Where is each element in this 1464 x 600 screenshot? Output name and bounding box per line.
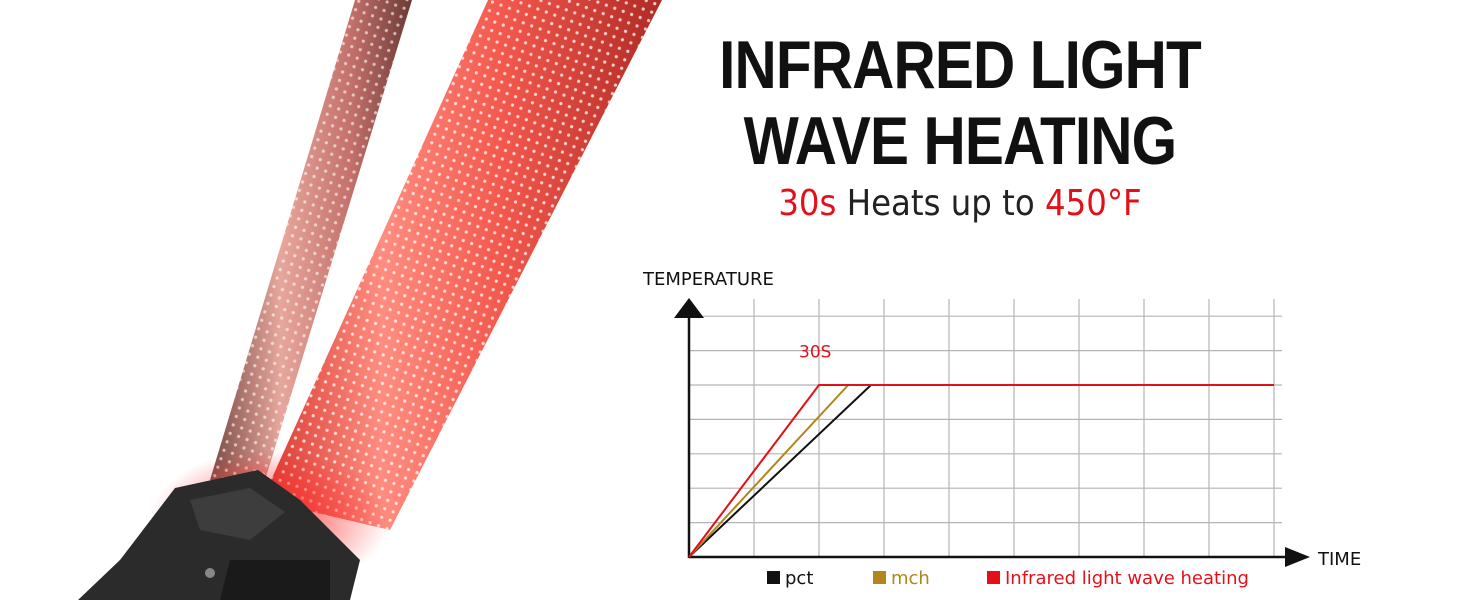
- legend-label: pct: [785, 568, 813, 589]
- chart-grid: [689, 299, 1282, 557]
- y-axis-arrow: [674, 298, 704, 318]
- headline-line-1: INFRARED LIGHT: [719, 27, 1202, 103]
- x-axis-label: TIME: [1317, 549, 1361, 570]
- x-axis-arrow: [1285, 547, 1310, 567]
- headline-line-2: WAVE HEATING: [743, 103, 1177, 179]
- subtitle: 30s Heats up to 450°F: [672, 180, 1248, 228]
- legend-swatch: [987, 571, 1000, 584]
- chart-legend: pct mch Infrared light wave heating: [767, 568, 1249, 589]
- series-line-infrared-light-wave-heating: [688, 384, 1274, 558]
- series-line-mch: [688, 384, 1274, 558]
- legend-swatch: [767, 571, 780, 584]
- legend-label: mch: [891, 568, 930, 589]
- chart-axes: [674, 298, 1310, 567]
- curling-iron-product-image: [78, 0, 662, 600]
- subtitle-temperature: 450°F: [1044, 183, 1142, 224]
- legend-item: Infrared light wave heating: [987, 568, 1249, 589]
- legend-swatch: [873, 571, 886, 584]
- legend-item: mch: [873, 568, 930, 589]
- series-line-pct: [688, 384, 1274, 558]
- front-barrel: [262, 0, 662, 530]
- legend-label: Infrared light wave heating: [1005, 568, 1249, 589]
- handle: [78, 470, 360, 600]
- chart-series: [688, 384, 1274, 558]
- legend-item: pct: [767, 568, 813, 589]
- annotation-label: 30S: [799, 343, 831, 363]
- subtitle-time: 30s: [778, 183, 837, 224]
- y-axis-label: TEMPERATURE: [642, 269, 774, 290]
- subtitle-middle: Heats up to: [836, 183, 1045, 224]
- back-barrel: [210, 0, 412, 490]
- chart-annotations: 30S: [799, 343, 831, 363]
